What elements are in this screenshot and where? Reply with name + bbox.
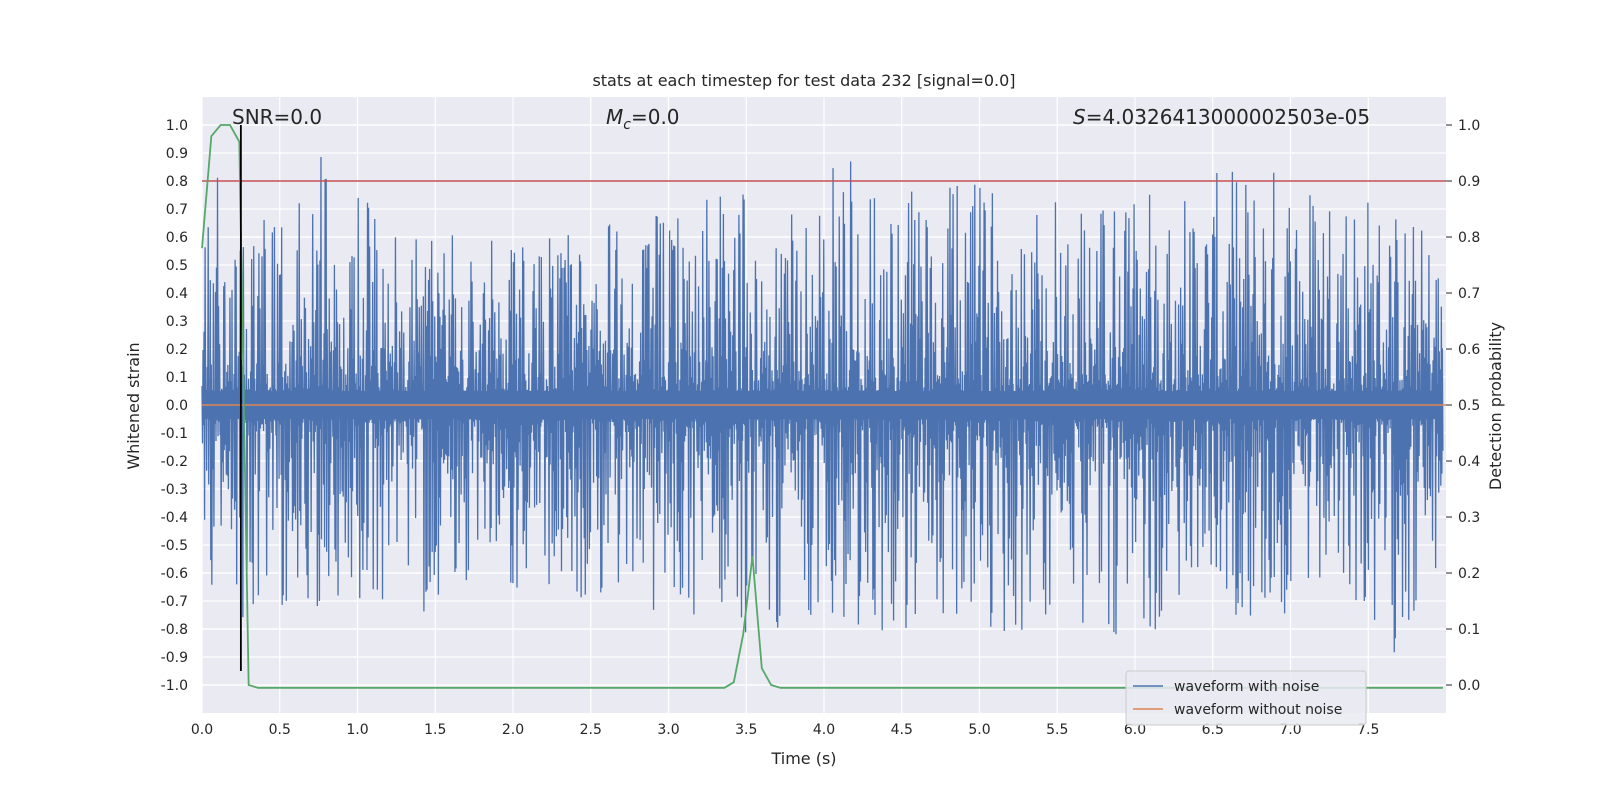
chirp-mass-annotation: Mc=0.0 bbox=[606, 105, 680, 133]
y-tick-label: -0.2 bbox=[161, 454, 188, 470]
y-tick-label: -0.5 bbox=[161, 538, 188, 554]
series-detection-probability bbox=[201, 124, 1443, 689]
x-tick-label: 0.0 bbox=[191, 722, 213, 738]
chirp-mass-value: =0.0 bbox=[631, 105, 680, 129]
y-tick-label: 0.8 bbox=[166, 174, 188, 190]
noise-waveform-layer bbox=[201, 156, 1444, 653]
x-tick-label: 3.5 bbox=[735, 722, 757, 738]
y2-tick-label: 0.1 bbox=[1458, 622, 1480, 638]
legend-label-waveform-with-noise: waveform with noise bbox=[1174, 679, 1319, 695]
x-tick-label: 7.5 bbox=[1357, 722, 1379, 738]
y2-tick-label: 0.6 bbox=[1458, 342, 1480, 358]
y-tick-label: -0.3 bbox=[161, 482, 188, 498]
x-tick-label: 2.5 bbox=[580, 722, 602, 738]
y-tick-label: -0.7 bbox=[161, 594, 188, 610]
x-tick-label: 3.0 bbox=[657, 722, 679, 738]
snr-annotation: SNR=0.0 bbox=[232, 105, 322, 129]
y-tick-label: 0.5 bbox=[166, 258, 188, 274]
y2-tick-label: 1.0 bbox=[1458, 118, 1480, 134]
y-axis-left: 1.0 0.9 0.8 0.7 0.6 0.5 0.4 0.3 0.2 0.1 0.0 -0.1 -0.… bbox=[161, 118, 188, 694]
x-tick-label: 6.5 bbox=[1202, 722, 1224, 738]
y-axis-label: Whitened strain bbox=[124, 342, 143, 469]
series-waveform-with-noise bbox=[201, 156, 1444, 653]
x-tick-label: 1.0 bbox=[346, 722, 368, 738]
y-tick-label: 0.4 bbox=[166, 286, 188, 302]
legend-box bbox=[1125, 670, 1367, 726]
y-tick-label: -0.6 bbox=[161, 566, 188, 582]
x-tick-label: 5.0 bbox=[968, 722, 990, 738]
s-annotation: S=4.0326413000002503e-05 bbox=[1073, 105, 1370, 129]
y2-tick-label: 0.2 bbox=[1458, 566, 1480, 582]
y-tick-label: 0.2 bbox=[166, 342, 188, 358]
y-axis-right: 1.0 0.9 0.8 0.7 0.6 0.5 0.4 0.3 0.2 0.1 0.0 bbox=[1446, 118, 1480, 694]
chirp-mass-subscript: c bbox=[623, 117, 631, 133]
y-tick-label: 0.6 bbox=[166, 230, 188, 246]
x-tick-label: 6.0 bbox=[1124, 722, 1146, 738]
x-tick-label: 0.5 bbox=[269, 722, 291, 738]
x-tick-label: 7.0 bbox=[1279, 722, 1301, 738]
s-value: =4.0326413000002503e-05 bbox=[1086, 105, 1370, 129]
y2-axis-label: Detection probability bbox=[1486, 322, 1505, 490]
y2-tick-label: 0.8 bbox=[1458, 230, 1480, 246]
y2-tick-label: 0.7 bbox=[1458, 286, 1480, 302]
chart-title: stats at each timestep for test data 232… bbox=[592, 71, 1015, 90]
x-tick-label: 5.5 bbox=[1046, 722, 1068, 738]
s-symbol: S bbox=[1073, 105, 1086, 129]
y-tick-label: 0.9 bbox=[166, 146, 188, 162]
y-tick-label: 1.0 bbox=[166, 118, 188, 134]
x-tick-label: 4.0 bbox=[813, 722, 835, 738]
x-axis-label: Time (s) bbox=[770, 749, 836, 768]
chirp-mass-symbol: M bbox=[606, 105, 623, 129]
y2-tick-label: 0.3 bbox=[1458, 510, 1480, 526]
x-tick-label: 2.0 bbox=[502, 722, 524, 738]
y-tick-label: -0.4 bbox=[161, 510, 188, 526]
y2-tick-label: 0.0 bbox=[1458, 678, 1480, 694]
y-tick-label: 0.0 bbox=[166, 398, 188, 414]
y-tick-label: -0.1 bbox=[161, 426, 188, 442]
legend-label-waveform-without-noise: waveform without noise bbox=[1174, 702, 1342, 718]
y2-tick-label: 0.9 bbox=[1458, 174, 1480, 190]
y-tick-label: 0.3 bbox=[166, 314, 188, 330]
x-axis: 0.0 0.5 1.0 1.5 2.0 2.5 3.0 3.5 4.0 4.5 5.0 5.5 6.0 6… bbox=[191, 722, 1380, 738]
y-tick-label: 0.7 bbox=[166, 202, 188, 218]
y2-tick-label: 0.4 bbox=[1458, 454, 1480, 470]
y-tick-label: -0.9 bbox=[161, 650, 188, 666]
y2-tick-label: 0.5 bbox=[1458, 398, 1480, 414]
x-tick-label: 1.5 bbox=[424, 722, 446, 738]
y-tick-label: -0.8 bbox=[161, 622, 188, 638]
legend: waveform with noise waveform without noi… bbox=[1125, 670, 1367, 726]
y-tick-label: -1.0 bbox=[161, 678, 188, 694]
y-tick-label: 0.1 bbox=[166, 370, 188, 386]
series-layer bbox=[201, 124, 1446, 689]
x-tick-label: 4.5 bbox=[891, 722, 913, 738]
